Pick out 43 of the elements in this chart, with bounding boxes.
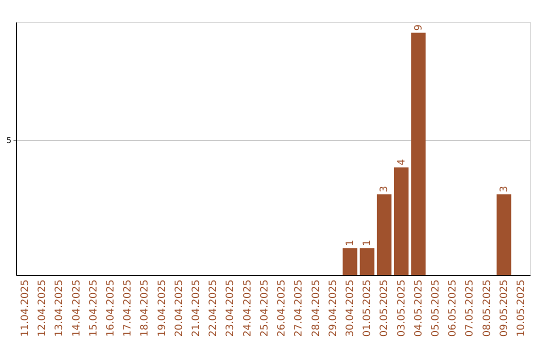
x-tick-label: 29.04.2025 bbox=[328, 280, 339, 337]
x-tick-label: 16.04.2025 bbox=[106, 280, 117, 337]
x-tick-label: 21.04.2025 bbox=[191, 280, 202, 337]
x-tick-label: 25.04.2025 bbox=[259, 280, 270, 337]
x-tick-label: 22.04.2025 bbox=[208, 280, 220, 337]
x-tick-label: 27.04.2025 bbox=[294, 280, 305, 337]
x-tick-label: 28.04.2025 bbox=[310, 280, 322, 337]
x-tick-label: 07.05.2025 bbox=[464, 280, 476, 337]
x-tick-label: 04.05.2025 bbox=[413, 280, 424, 337]
x-tick-label: 18.04.2025 bbox=[140, 280, 151, 337]
x-tick-label: 12.04.2025 bbox=[37, 280, 48, 337]
x-tick-label: 01.05.2025 bbox=[362, 280, 374, 337]
x-tick-label: 23.04.2025 bbox=[225, 280, 236, 337]
bar bbox=[342, 248, 358, 275]
data-label: 1 bbox=[362, 240, 374, 246]
x-tick-label: 14.04.2025 bbox=[71, 280, 82, 337]
x-tick-label: 30.04.2025 bbox=[344, 280, 356, 337]
x-tick-label: 05.05.2025 bbox=[430, 280, 442, 337]
x-tick-label: 06.05.2025 bbox=[448, 280, 459, 337]
bar bbox=[496, 194, 512, 275]
bar bbox=[411, 32, 426, 275]
data-label: 3 bbox=[498, 186, 510, 192]
x-tick-label: 09.05.2025 bbox=[498, 280, 510, 337]
x-tick-label: 15.04.2025 bbox=[88, 280, 100, 337]
x-tick-label: 02.05.2025 bbox=[379, 280, 390, 337]
x-tick-label: 19.04.2025 bbox=[156, 280, 168, 337]
x-tick-label: 26.04.2025 bbox=[276, 280, 288, 337]
data-label: 9 bbox=[413, 24, 424, 31]
bar bbox=[394, 167, 409, 275]
x-tick-label: 10.05.2025 bbox=[516, 280, 528, 337]
x-tick-label: 11.04.2025 bbox=[20, 280, 31, 337]
x-tick-label: 17.04.2025 bbox=[122, 280, 134, 337]
bar bbox=[376, 194, 392, 275]
data-label: 3 bbox=[379, 186, 390, 192]
bar bbox=[360, 248, 374, 275]
x-tick-label: 08.05.2025 bbox=[482, 280, 493, 337]
y-tick-label: 5 bbox=[6, 136, 12, 145]
x-tick-label: 13.04.2025 bbox=[54, 280, 66, 337]
x-tick-label: 03.05.2025 bbox=[396, 280, 408, 337]
data-label: 4 bbox=[396, 158, 408, 166]
x-tick-label: 24.04.2025 bbox=[242, 280, 254, 337]
data-label: 1 bbox=[344, 240, 356, 246]
x-tick-label: 20.04.2025 bbox=[174, 280, 185, 337]
